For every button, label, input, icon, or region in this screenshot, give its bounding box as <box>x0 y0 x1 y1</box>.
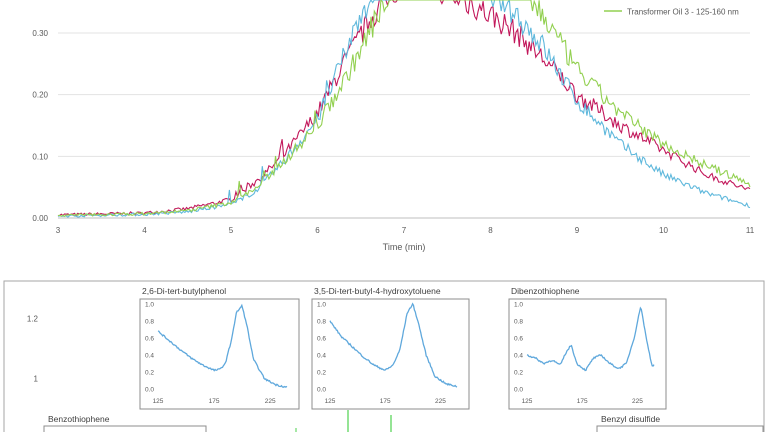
main-y-tick-label: 0.30 <box>32 29 48 38</box>
series-line <box>57 0 751 218</box>
main-x-tick-label: 9 <box>575 226 580 235</box>
inset-frame <box>139 298 300 410</box>
inset-title-benzyl-disulfide: Benzyl disulfide <box>601 414 660 424</box>
inset-chart: Dibenzothiophene 1.0 0.8 0.6 0.4 0.2 0.0 125 175… <box>508 286 667 410</box>
main-x-tick-label: 6 <box>315 226 320 235</box>
inset-y-tick-label: 0.6 <box>514 336 523 343</box>
main-grid <box>58 32 750 157</box>
main-x-tick-label: 5 <box>229 226 234 235</box>
inset-y-tick-label: 0.8 <box>514 319 523 326</box>
inset-y-tick-label: 1.0 <box>317 302 326 309</box>
inset-y-tick-label: 0.4 <box>514 353 523 360</box>
main-x-ticks: 3 4 5 6 7 8 9 10 11 <box>56 226 755 235</box>
inset-series-line <box>329 302 458 388</box>
panel-y-tick-label: 1.2 <box>27 315 39 324</box>
main-y-tick-label: 0.20 <box>32 91 48 100</box>
inset-title: 3,5-Di-tert-butyl-4-hydroxytoluene <box>314 286 441 296</box>
inset-frame-benzyl-disulfide <box>596 425 764 432</box>
inset-y-tick-label: 0.0 <box>145 387 154 394</box>
main-y-tick-label: 0.10 <box>32 152 48 161</box>
inset-y-tick-label: 0.8 <box>145 319 154 326</box>
inset-y-tick-label: 0.0 <box>514 387 523 394</box>
main-x-tick-label: 11 <box>746 226 755 235</box>
inset-y-tick-label: 0.6 <box>317 336 326 343</box>
inset-y-tick-label: 0.0 <box>317 387 326 394</box>
inset-x-tick-label: 225 <box>632 398 643 405</box>
inset-y-tick-label: 1.0 <box>514 302 523 309</box>
main-y-ticks: 0.00 0.10 0.20 0.30 <box>32 29 48 223</box>
inset-y-tick-label: 0.4 <box>317 353 326 360</box>
inset-spectra-panel: 1.2 1 2,6-Di-tert-butylphenol 1.0 0.8 0.6 0.… <box>3 280 765 432</box>
inset-y-tick-label: 0.4 <box>145 353 154 360</box>
inset-title-benzothiophene: Benzothiophene <box>48 414 110 424</box>
inset-title: Dibenzothiophene <box>511 286 580 296</box>
main-x-axis-title: Time (min) <box>383 242 426 252</box>
main-legend: Transformer Oil 3 - 125-160 nm <box>604 8 739 17</box>
inset-frame-benzothiophene <box>43 425 207 432</box>
main-y-tick-label: 0.00 <box>32 214 48 223</box>
inset-y-tick-label: 0.2 <box>317 370 326 377</box>
inset-x-tick-label: 175 <box>380 398 391 405</box>
inset-series-line <box>526 306 655 372</box>
series-line <box>57 0 751 217</box>
inset-x-tick-label: 175 <box>577 398 588 405</box>
inset-x-tick-label: 125 <box>325 398 336 405</box>
inset-y-tick-label: 0.2 <box>514 370 523 377</box>
main-x-tick-label: 3 <box>56 226 61 235</box>
inset-x-tick-label: 175 <box>209 398 220 405</box>
main-x-tick-label: 8 <box>488 226 493 235</box>
series-line <box>57 0 751 218</box>
panel-y-tick-label: 1 <box>34 375 39 384</box>
inset-frame <box>311 298 470 410</box>
inset-y-tick-label: 0.6 <box>145 336 154 343</box>
inset-x-tick-label: 125 <box>522 398 533 405</box>
inset-y-tick-label: 0.8 <box>317 319 326 326</box>
inset-title: 2,6-Di-tert-butylphenol <box>142 286 226 296</box>
inset-frame <box>508 298 667 410</box>
inset-x-tick-label: 125 <box>153 398 164 405</box>
inset-y-tick-label: 1.0 <box>145 302 154 309</box>
main-x-tick-label: 4 <box>142 226 147 235</box>
main-x-tick-label: 10 <box>659 226 668 235</box>
inset-series-line <box>157 303 288 389</box>
inset-chart: 2,6-Di-tert-butylphenol 1.0 0.8 0.6 0.4 0.2 0.… <box>139 286 300 410</box>
main-x-tick-label: 7 <box>402 226 407 235</box>
inset-x-tick-label: 225 <box>265 398 276 405</box>
inset-x-tick-label: 225 <box>435 398 446 405</box>
inset-chart: 3,5-Di-tert-butyl-4-hydroxytoluene 1.0 0.8… <box>311 286 470 410</box>
main-chromatogram-chart: 0.000.100.200.30 3 4 5 6 7 8 9 10 11 Time (min) … <box>32 0 755 252</box>
legend-label: Transformer Oil 3 - 125-160 nm <box>627 8 739 17</box>
inset-charts: 2,6-Di-tert-butylphenol 1.0 0.8 0.6 0.4 0.2 0.… <box>139 286 667 410</box>
main-series <box>57 0 751 218</box>
inset-y-tick-label: 0.2 <box>145 370 154 377</box>
